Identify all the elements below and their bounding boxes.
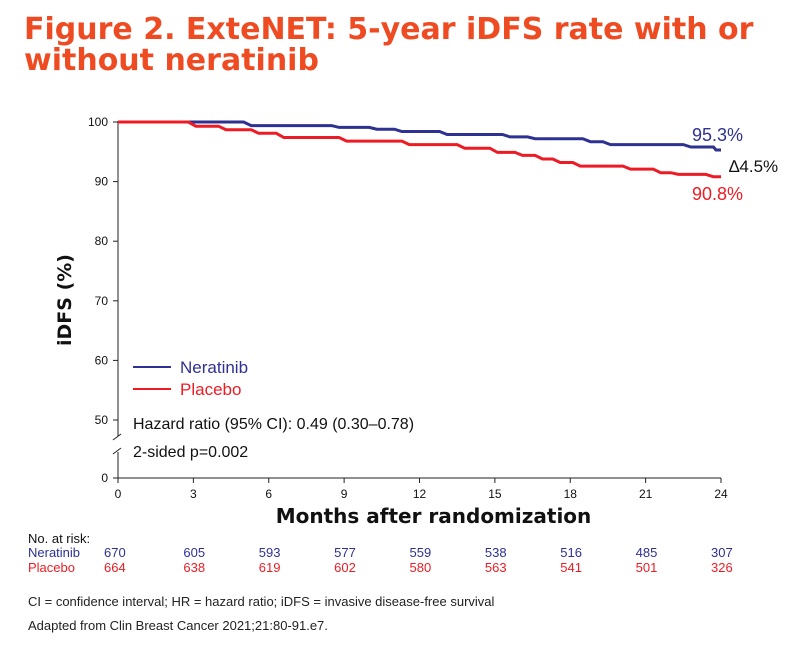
y-axis-label: iDFS (%) [54,254,76,346]
risk-cell: 326 [711,560,733,575]
y-axis-break-mark [112,433,122,441]
y-tick-label: 70 [95,294,109,308]
footnote-abbreviations: CI = confidence interval; HR = hazard ra… [28,594,495,609]
x-tick-label: 6 [265,487,272,501]
risk-cell: 541 [560,560,582,575]
x-tick-label: 21 [639,487,653,501]
risk-row-label: Neratinib [28,545,81,560]
risk-cell: 670 [104,545,126,560]
risk-row-neratinib: Neratinib 670 605 593 577 559 538 516 485 307 [0,545,800,561]
risk-cell: 538 [484,545,507,560]
risk-row-label: Placebo [28,560,75,575]
p-value-annotation: 2-sided p=0.002 [133,444,248,461]
legend-label-neratinib: Neratinib [180,358,248,377]
y-axis-break-mark [112,447,122,455]
km-chart: 0 50 60 70 80 90 100 0 3 6 9 12 15 18 21 24 Months after… [54,115,778,528]
risk-cell: 638 [183,560,206,575]
y-tick-label: 60 [95,353,109,367]
risk-cell: 559 [409,545,432,560]
y-tick-label: 80 [95,234,109,248]
x-tick-label: 18 [564,487,578,501]
risk-cell: 485 [635,545,658,560]
hazard-ratio-annotation: Hazard ratio (95% CI): 0.49 (0.30–0.78) [133,416,414,433]
x-tick-label: 15 [488,487,502,501]
y-tick-label: 0 [101,471,108,485]
x-tick-label: 12 [413,487,427,501]
x-tick-label: 0 [115,487,122,501]
footnote-source: Adapted from Clin Breast Cancer 2021;21:… [28,618,328,633]
risk-cell: 605 [183,545,206,560]
y-tick-label: 100 [88,115,108,129]
risk-cell: 501 [635,560,658,575]
risk-cell: 593 [258,545,281,560]
x-tick-label: 3 [190,487,197,501]
risk-table-header: No. at risk: [28,531,91,546]
delta-label: ∆4.5% [729,157,778,176]
x-axis-label: Months after randomization [276,504,592,528]
risk-cell: 516 [560,545,582,560]
series-end-label-neratinib: 95.3% [692,125,743,145]
risk-cell: 619 [258,560,281,575]
risk-cell: 664 [104,560,126,575]
series-line-neratinib [118,120,721,152]
series-line-placebo [118,120,721,179]
risk-cell: 580 [409,560,432,575]
risk-cell: 563 [484,560,507,575]
y-tick-label: 90 [95,175,109,189]
legend-label-placebo: Placebo [180,380,241,399]
figure-title: Figure 2. ExteNET: 5-year iDFS rate with… [24,12,754,78]
risk-cell: 577 [334,545,356,560]
risk-cell: 307 [711,545,733,560]
risk-row-placebo: Placebo 664 638 619 602 580 563 541 501 326 [0,560,800,576]
x-tick-label: 24 [714,487,728,501]
y-tick-label: 50 [95,413,109,427]
risk-cell: 602 [334,560,356,575]
series-end-label-placebo: 90.8% [692,184,743,204]
x-tick-label: 9 [341,487,348,501]
